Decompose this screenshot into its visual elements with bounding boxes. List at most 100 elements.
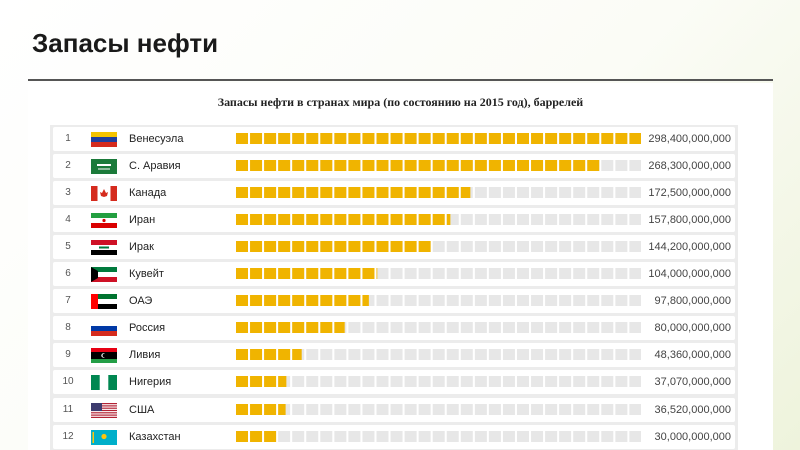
bar-track-segment xyxy=(587,430,600,442)
bar-track-segment xyxy=(502,295,515,307)
bar-track-segment xyxy=(292,430,305,442)
bar-segment xyxy=(292,322,305,334)
bar-segment xyxy=(348,133,361,144)
bar-track-segment xyxy=(629,268,642,280)
bar-track xyxy=(236,295,642,307)
bar-track-segment xyxy=(334,430,347,442)
bar-segment xyxy=(264,187,277,199)
bar-segment xyxy=(250,403,263,415)
rank-label: 2 xyxy=(65,160,71,172)
bar-segment xyxy=(250,430,263,442)
bar-track-segment xyxy=(615,214,628,226)
bar-segment xyxy=(404,187,417,199)
bar-track-segment xyxy=(390,295,403,307)
bar-track-segment xyxy=(502,241,515,253)
bar-track-segment xyxy=(488,430,501,442)
bar-segment xyxy=(446,133,459,144)
bar-segment xyxy=(348,160,361,172)
bar-segment xyxy=(362,214,375,226)
value-label: 97,800,000,000 xyxy=(654,295,731,308)
bar-segment xyxy=(362,241,375,253)
bar-segment xyxy=(264,160,277,172)
bar-track-segment xyxy=(474,268,487,280)
bar-track-segment xyxy=(404,268,417,280)
bar-segment xyxy=(278,376,287,388)
bar-segment xyxy=(531,133,544,144)
rank-label: 1 xyxy=(65,133,71,144)
bar-track-segment xyxy=(629,349,642,361)
bar-track-segment xyxy=(559,430,572,442)
bar-track-segment xyxy=(545,376,558,388)
bar-segment xyxy=(432,160,445,172)
bar-segment xyxy=(348,295,361,307)
bar-track-segment xyxy=(573,187,586,199)
bar-track-segment xyxy=(517,403,529,415)
table-row: 7 ОАЭ 97,800,000,000 xyxy=(53,289,735,314)
bar-track-segment xyxy=(474,430,487,442)
bar-segment xyxy=(474,133,487,144)
bar-track-segment xyxy=(418,376,431,388)
bar-segment xyxy=(264,322,277,334)
bar-track-segment xyxy=(587,241,600,253)
bar-track-segment xyxy=(474,241,487,253)
bar-track-segment xyxy=(432,268,445,280)
bar-segment xyxy=(292,241,305,253)
bar-track-segment xyxy=(545,268,558,280)
bar-segment xyxy=(292,268,305,280)
bar-track-segment xyxy=(474,295,487,307)
bar-track-segment xyxy=(488,241,501,253)
rank-label: 6 xyxy=(65,268,71,280)
bar-segment xyxy=(334,214,347,226)
bar-segment xyxy=(264,268,277,280)
bar-track-segment xyxy=(559,214,572,226)
bar-track-segment xyxy=(432,322,445,334)
bar-track-segment xyxy=(587,214,600,226)
bar-track-segment xyxy=(488,295,501,307)
bar-track-segment xyxy=(502,214,515,226)
bar-segment xyxy=(334,133,347,144)
bar-track-segment xyxy=(601,268,614,280)
bar-segment xyxy=(306,133,319,144)
bar-track-segment xyxy=(348,430,361,442)
bar-segment xyxy=(460,187,471,199)
bar-segment xyxy=(404,133,417,144)
bar-segment xyxy=(278,403,286,415)
bar-track-segment xyxy=(404,376,417,388)
country-label: Нигерия xyxy=(129,376,172,389)
bar-segment xyxy=(348,241,361,253)
bar-track-segment xyxy=(446,376,459,388)
bar-segment xyxy=(306,214,319,226)
bar-segment xyxy=(278,295,291,307)
bar-track-segment xyxy=(545,430,558,442)
bar-track-segment xyxy=(460,322,473,334)
bar-segment xyxy=(418,160,431,172)
bar-track-segment xyxy=(292,376,305,388)
table-row: 3 Канада 172,500,000,000 xyxy=(53,181,735,206)
bar-segment xyxy=(320,187,333,199)
bar-segment xyxy=(376,268,378,280)
bar-segment xyxy=(418,214,431,226)
bar-track-segment xyxy=(432,349,445,361)
bar-segment xyxy=(432,214,445,226)
bar-track-segment xyxy=(404,349,417,361)
bar-segment xyxy=(348,214,361,226)
bar-track-segment xyxy=(446,268,459,280)
bar-track-segment xyxy=(559,403,572,415)
bar-track xyxy=(236,187,642,199)
bar-track-segment xyxy=(573,403,586,415)
bar-segment xyxy=(292,133,305,144)
bar-segment xyxy=(362,133,375,144)
rank-label: 11 xyxy=(62,403,74,415)
bar-track-segment xyxy=(418,349,431,361)
bar-segment xyxy=(278,241,291,253)
bar-segment xyxy=(446,187,459,199)
value-label: 30,000,000,000 xyxy=(654,430,731,443)
bar-track-segment xyxy=(531,349,544,361)
value-label: 80,000,000,000 xyxy=(654,322,731,335)
bar-track-segment xyxy=(446,295,459,307)
bar-track-segment xyxy=(573,322,586,334)
bar-track-segment xyxy=(460,403,473,415)
bar-segment xyxy=(250,214,263,226)
bar-track-segment xyxy=(404,295,417,307)
bar-segment xyxy=(502,160,515,172)
